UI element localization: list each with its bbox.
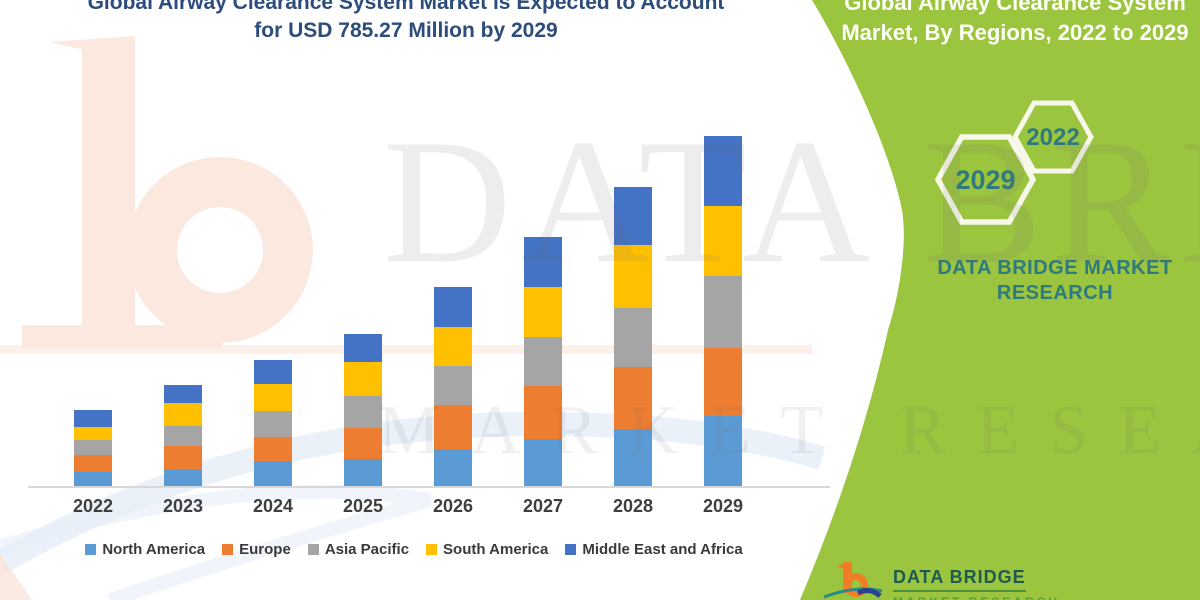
chart-title-line2: for USD 785.27 Million by 2029: [254, 19, 558, 42]
legend-swatch: [222, 544, 234, 555]
bar-segment-asia-pacific: [344, 395, 382, 428]
legend-label: North America: [102, 541, 206, 558]
footer-brand: DATA BRIDGE MARKET RESEARCH: [893, 567, 1060, 600]
bar-2023: [164, 384, 202, 486]
right-panel-title-line2: Market, By Regions, 2022 to 2029: [841, 20, 1189, 45]
bar-2026: [434, 287, 472, 486]
bar-segment-south-america: [164, 402, 202, 426]
x-axis-label-2024: 2024: [252, 496, 294, 516]
bar-2022: [74, 410, 112, 486]
panel-brand-line2: RESEARCH: [996, 282, 1114, 304]
bar-segment-south-america: [344, 362, 382, 396]
hexagon-2022: [1012, 100, 1094, 174]
x-axis-label-2027: 2027: [522, 496, 564, 516]
legend-item-asia-pacific: Asia Pacific: [307, 541, 410, 558]
legend-swatch: [426, 544, 438, 555]
bar-2029: [704, 135, 742, 486]
bar-segment-south-america: [524, 286, 562, 337]
bar-segment-middle-east-and-africa: [434, 287, 472, 328]
bar-segment-north-america: [74, 471, 112, 486]
legend-swatch: [565, 544, 577, 555]
bar-segment-asia-pacific: [254, 411, 292, 437]
legend-label: South America: [443, 541, 549, 558]
bar-segment-europe: [164, 445, 202, 469]
hexagon-2022-label: 2022: [1026, 124, 1079, 151]
bar-segment-north-america: [614, 429, 652, 486]
legend-item-middle-east-and-africa: Middle East and Africa: [565, 541, 743, 558]
right-panel-title-line1: Global Airway Clearance System: [844, 0, 1186, 15]
legend-label: Middle East and Africa: [582, 541, 743, 558]
footer-brand-name: DATA BRIDGE: [893, 567, 1026, 592]
bar-segment-middle-east-and-africa: [704, 135, 742, 206]
bar-segment-south-america: [614, 245, 652, 308]
bar-segment-asia-pacific: [614, 307, 652, 367]
bar-segment-middle-east-and-africa: [164, 384, 202, 403]
x-axis-label-2028: 2028: [612, 496, 654, 516]
bar-segment-north-america: [704, 416, 742, 486]
bar-2028: [614, 187, 652, 486]
hexagon-badges: 2029 2022: [934, 100, 1094, 225]
bar-segment-south-america: [434, 327, 472, 367]
legend-item-europe: Europe: [222, 541, 291, 558]
chart-title-line1: Global Airway Clearance System Market is…: [87, 0, 725, 14]
legend-swatch: [85, 544, 97, 555]
x-axis-line: [28, 486, 830, 488]
bar-segment-north-america: [164, 468, 202, 486]
hexagon-2029-label: 2029: [955, 165, 1015, 195]
bar-segment-middle-east-and-africa: [524, 237, 562, 287]
bar-segment-asia-pacific: [434, 366, 472, 405]
x-axis-label-2022: 2022: [72, 496, 114, 516]
bar-2025: [344, 334, 382, 486]
bar-segment-north-america: [434, 448, 472, 486]
bar-segment-asia-pacific: [74, 440, 112, 456]
panel-brand-name: DATA BRIDGE MARKET RESEARCH: [920, 256, 1190, 306]
legend-swatch: [307, 544, 319, 555]
bar-2024: [254, 360, 292, 486]
footer-brand-sub: MARKET RESEARCH: [893, 595, 1060, 600]
bar-segment-middle-east-and-africa: [74, 410, 112, 427]
bar-segment-europe: [74, 455, 112, 472]
bar-segment-south-america: [704, 205, 742, 277]
right-panel-title: Global Airway Clearance System Market, B…: [830, 0, 1200, 48]
legend-label: Asia Pacific: [324, 541, 410, 558]
x-axis-label-2029: 2029: [702, 496, 744, 516]
x-axis-label-2023: 2023: [162, 496, 204, 516]
bar-segment-europe: [614, 366, 652, 430]
x-axis-label-2025: 2025: [342, 496, 384, 516]
legend: North America Europe Asia Pacific South Ame…: [6, 541, 822, 558]
bar-segment-europe: [524, 386, 562, 439]
bar-segment-middle-east-and-africa: [614, 187, 652, 246]
x-axis-label-2026: 2026: [432, 496, 474, 516]
bar-segment-asia-pacific: [524, 336, 562, 387]
legend-item-north-america: North America: [85, 541, 205, 558]
data-bridge-logo-icon: [823, 562, 883, 599]
bar-segment-north-america: [524, 438, 562, 486]
bar-segment-middle-east-and-africa: [344, 334, 382, 363]
bar-segment-north-america: [254, 461, 292, 486]
chart-title: Global Airway Clearance System Market is…: [0, 0, 812, 45]
bar-segment-north-america: [344, 459, 382, 486]
bar-segment-europe: [254, 436, 292, 461]
bar-segment-asia-pacific: [704, 276, 742, 348]
panel-brand-line1: DATA BRIDGE MARKET: [937, 257, 1173, 279]
bar-segment-europe: [704, 347, 742, 416]
bar-2027: [524, 237, 562, 486]
bar-segment-south-america: [74, 426, 112, 441]
bar-segment-europe: [344, 427, 382, 460]
bar-segment-south-america: [254, 384, 292, 412]
legend-label: Europe: [239, 541, 291, 558]
bar-segment-middle-east-and-africa: [254, 360, 292, 385]
legend-item-south-america: South America: [426, 541, 548, 558]
bar-segment-asia-pacific: [164, 425, 202, 446]
hexagon-2029: [934, 134, 1037, 225]
bar-segment-europe: [434, 404, 472, 449]
